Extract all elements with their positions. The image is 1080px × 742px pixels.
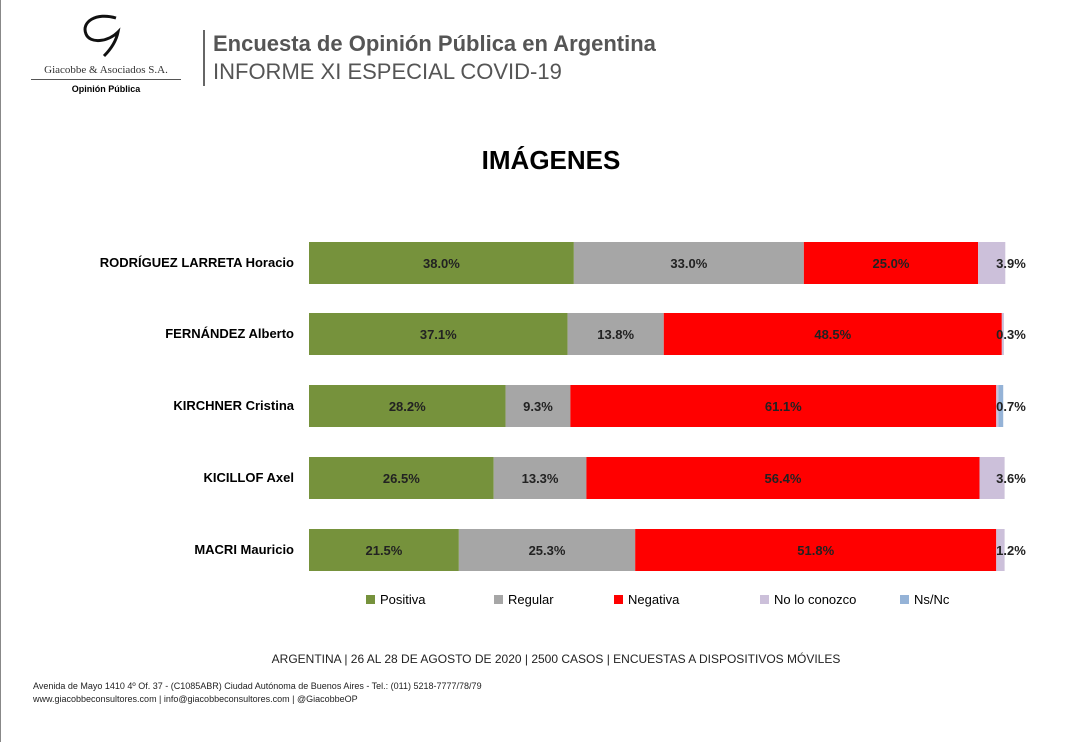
data-label: 61.1% <box>765 399 802 414</box>
data-label: 25.3% <box>529 543 566 558</box>
legend: Positiva Regular Negativa No lo conozco Ns/N… <box>366 592 949 607</box>
bar-segment-regular <box>493 457 587 499</box>
legend-swatch <box>760 595 769 604</box>
report-subtitle: INFORME XI ESPECIAL COVID-19 <box>213 59 562 84</box>
legend-item: Negativa <box>614 592 760 607</box>
data-label: 56.4% <box>765 471 802 486</box>
category-label: KIRCHNER Cristina <box>173 398 294 413</box>
legend-swatch <box>900 595 909 604</box>
bar-segment-positiva <box>309 242 574 284</box>
legend-swatch <box>494 595 503 604</box>
bar-segment-negativa <box>635 529 997 571</box>
data-label: 51.8% <box>797 543 834 558</box>
data-label: 3.9% <box>996 256 1026 271</box>
contact-links: www.giacobbeconsultores.com | info@giaco… <box>33 694 358 704</box>
legend-label: Ns/Nc <box>914 592 950 607</box>
bar-segment-regular <box>567 313 664 355</box>
data-label: 21.5% <box>365 543 402 558</box>
bar-segment-negativa <box>586 457 980 499</box>
bar-segment-positiva <box>309 529 459 571</box>
category-label: MACRI Mauricio <box>194 542 294 557</box>
bar-segment-no-lo-conozco <box>996 385 999 427</box>
brand-name: Giacobbe & Asociados S.A. <box>31 64 181 80</box>
data-label: 13.3% <box>522 471 559 486</box>
data-label: 25.0% <box>873 256 910 271</box>
chart-title: IMÁGENES <box>481 145 621 175</box>
bar-segment-regular <box>573 242 804 284</box>
data-label: 37.1% <box>420 327 457 342</box>
legend-swatch <box>366 595 375 604</box>
bar-segment-no-lo-conozco <box>1001 313 1004 355</box>
data-label: 28.2% <box>389 399 426 414</box>
brand-subtitle: Opinión Pública <box>71 84 141 94</box>
bar-segment-positiva <box>309 457 494 499</box>
bar-segment-regular <box>458 529 636 571</box>
data-label: 33.0% <box>670 256 707 271</box>
bar-segment-regular <box>505 385 571 427</box>
report-title: Encuesta de Opinión Pública en Argentina <box>213 31 656 56</box>
category-label: KICILLOF Axel <box>203 470 294 485</box>
contact-info: Avenida de Mayo 1410 4º Of. 37 - (C1085A… <box>33 680 482 706</box>
bar-segment-no-lo-conozco <box>979 457 1005 499</box>
data-label: 26.5% <box>383 471 420 486</box>
legend-label: Positiva <box>380 592 426 607</box>
bar-segment-negativa <box>570 385 997 427</box>
bar-segment-no-lo-conozco <box>996 529 1005 571</box>
survey-info: ARGENTINA | 26 AL 28 DE AGOSTO DE 2020 |… <box>271 652 841 666</box>
company-logo: Giacobbe & Asociados S.A. Opinión Públic… <box>31 12 181 94</box>
legend-label: Regular <box>508 592 554 607</box>
data-label: 38.0% <box>423 256 460 271</box>
legend-item: Ns/Nc <box>900 592 949 607</box>
bar-segment-negativa <box>663 313 1002 355</box>
logo-mark-icon <box>83 14 121 58</box>
legend-item: No lo conozco <box>760 592 900 607</box>
data-label: 13.8% <box>597 327 634 342</box>
category-label: RODRÍGUEZ LARRETA Horacio <box>99 255 294 270</box>
legend-item: Regular <box>494 592 614 607</box>
data-label: 9.3% <box>523 399 553 414</box>
data-label: 0.7% <box>996 399 1026 414</box>
legend-label: No lo conozco <box>774 592 857 607</box>
legend-label: Negativa <box>628 592 680 607</box>
bar-segment-positiva <box>309 385 506 427</box>
address: Avenida de Mayo 1410 4º Of. 37 - (C1085A… <box>33 681 482 691</box>
data-label: 3.6% <box>996 471 1026 486</box>
bar-segment-negativa <box>803 242 979 284</box>
data-label: 1.2% <box>996 543 1026 558</box>
report-header: Encuesta de Opinión Pública en Argentina… <box>203 30 656 86</box>
legend-swatch <box>614 595 623 604</box>
bar-segment-no-lo-conozco <box>978 242 1006 284</box>
data-label: 0.3% <box>996 327 1026 342</box>
bar-segment-ns-nc <box>998 385 1004 427</box>
legend-item: Positiva <box>366 592 494 607</box>
data-label: 48.5% <box>814 327 851 342</box>
bar-segment-positiva <box>309 313 568 355</box>
category-label: FERNÁNDEZ Alberto <box>165 326 294 341</box>
